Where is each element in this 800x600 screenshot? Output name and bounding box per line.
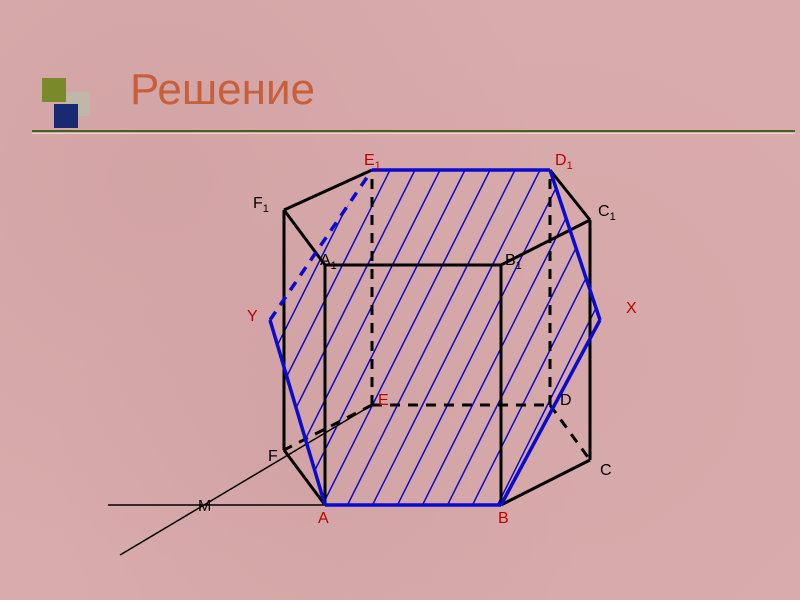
vertex-label: E [378, 392, 389, 410]
vertex-label: D1 [555, 152, 573, 172]
vertex-label: C1 [598, 203, 616, 223]
vertex-label: B [498, 510, 509, 528]
vertex-label: F1 [253, 195, 269, 215]
vertex-label: E1 [364, 152, 381, 172]
vertex-label: A1 [320, 252, 337, 272]
vertex-label: C [600, 462, 612, 480]
vertex-label: Y [247, 308, 258, 326]
vertex-label: B1 [505, 252, 522, 272]
vertex-label: F [268, 448, 278, 466]
vertex-label: M [198, 498, 211, 516]
prism-diagram [0, 0, 800, 600]
slide-canvas: Решение ABCDEFA1B1C1D1E1F1XYM [0, 0, 800, 600]
vertex-label: A [318, 510, 329, 528]
vertex-label: D [560, 392, 572, 410]
vertex-label: X [626, 300, 637, 318]
